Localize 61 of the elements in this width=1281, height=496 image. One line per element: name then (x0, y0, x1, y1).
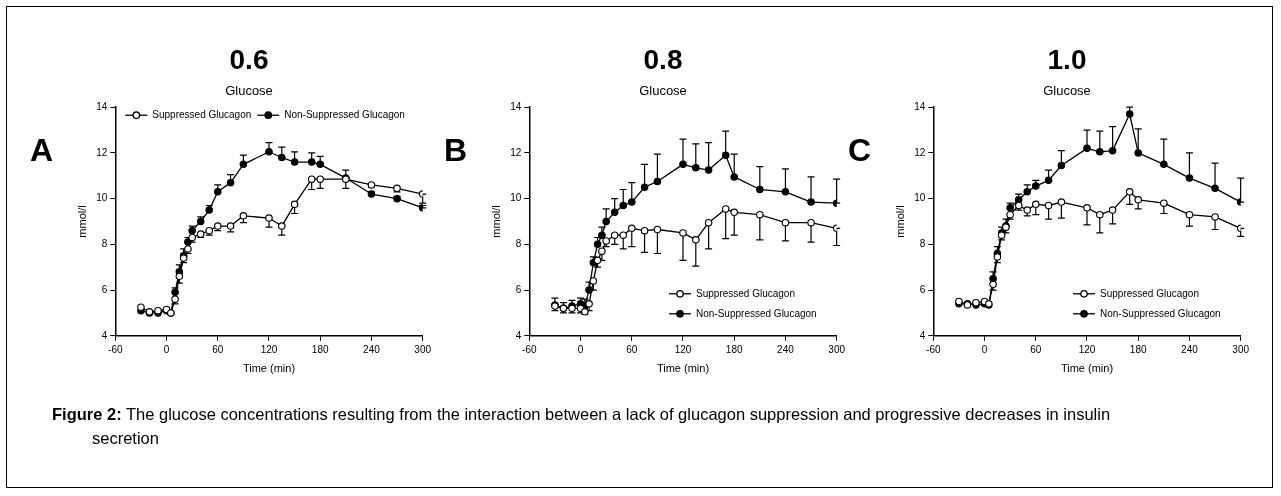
x-tick-label: 300 (828, 343, 846, 355)
x-tick-label: 180 (311, 343, 329, 355)
legend-label: Non-Suppressed Glucagon (696, 307, 817, 319)
x-axis-title: Time (min) (656, 362, 710, 375)
x-tick-label: 240 (777, 343, 795, 355)
x-tick-label: 300 (1232, 343, 1250, 355)
x-axis-title: Time (min) (1060, 362, 1114, 375)
x-tick-label: 120 (1078, 343, 1096, 355)
x-tick-label: -60 (522, 343, 537, 355)
y-tick-label: 14 (510, 100, 522, 112)
chart-subtitle: Glucose (225, 82, 273, 98)
y-tick-label: 4 (919, 329, 926, 341)
y-axis-title: mmol/l (489, 205, 502, 238)
y-tick-label: 4 (101, 329, 108, 341)
y-tick-label: 6 (101, 283, 108, 295)
y-tick-label: 10 (96, 192, 108, 204)
x-tick-label: 180 (1129, 343, 1147, 355)
legend-label: Suppressed Glucagon (696, 287, 795, 299)
y-tick-label: 14 (96, 100, 108, 112)
x-tick-label: -60 (926, 343, 941, 355)
text: B (444, 132, 468, 169)
x-tick-label: -60 (108, 343, 123, 355)
y-tick-label: 8 (101, 238, 108, 250)
legend-label: Non-Suppressed Glucagon (1100, 307, 1221, 319)
x-tick-label: 120 (260, 343, 278, 355)
x-axis-title: Time (min) (242, 362, 296, 375)
chart-title: 1.0 (1047, 43, 1087, 75)
y-axis-title: mmol/l (893, 205, 906, 238)
x-tick-label: 180 (725, 343, 743, 355)
y-tick-label: 8 (919, 238, 926, 250)
chart-subtitle: Glucose (1043, 82, 1091, 98)
x-tick-label: 0 (577, 343, 584, 355)
legend-label: Suppressed Glucagon (152, 108, 252, 120)
caption: Figure 2: The glucose concentrations resulting from the interaction between a lack of glucagon suppression and progressive decreases in insulin secretion (52, 404, 1112, 449)
x-tick-label: 0 (981, 343, 988, 355)
y-tick-label: 4 (515, 329, 522, 341)
x-tick-label: 60 (212, 343, 224, 355)
x-tick-label: 240 (363, 343, 381, 355)
y-tick-label: 10 (510, 192, 522, 204)
x-tick-label: 60 (626, 343, 638, 355)
x-tick-label: 300 (414, 343, 432, 355)
text: C (848, 132, 872, 169)
y-tick-label: 12 (914, 146, 926, 158)
x-tick-label: 0 (163, 343, 170, 355)
chart-subtitle: Glucose (639, 82, 687, 98)
chart-title: 0.8 (643, 43, 683, 75)
x-tick-label: 60 (1030, 343, 1042, 355)
y-tick-label: 6 (515, 283, 522, 295)
legend-label: Non-Suppressed Glucagon (284, 108, 405, 120)
text: A (30, 132, 54, 169)
x-tick-label: 240 (1181, 343, 1199, 355)
y-tick-label: 12 (96, 146, 108, 158)
chart-title: 0.6 (229, 43, 269, 75)
y-tick-label: 12 (510, 146, 522, 158)
y-tick-label: 10 (914, 192, 926, 204)
y-tick-label: 6 (919, 283, 926, 295)
y-tick-label: 14 (914, 100, 926, 112)
x-tick-label: 120 (674, 343, 692, 355)
legend-label: Suppressed Glucagon (1100, 287, 1199, 299)
y-tick-label: 8 (515, 238, 522, 250)
y-axis-title: mmol/l (75, 205, 88, 238)
